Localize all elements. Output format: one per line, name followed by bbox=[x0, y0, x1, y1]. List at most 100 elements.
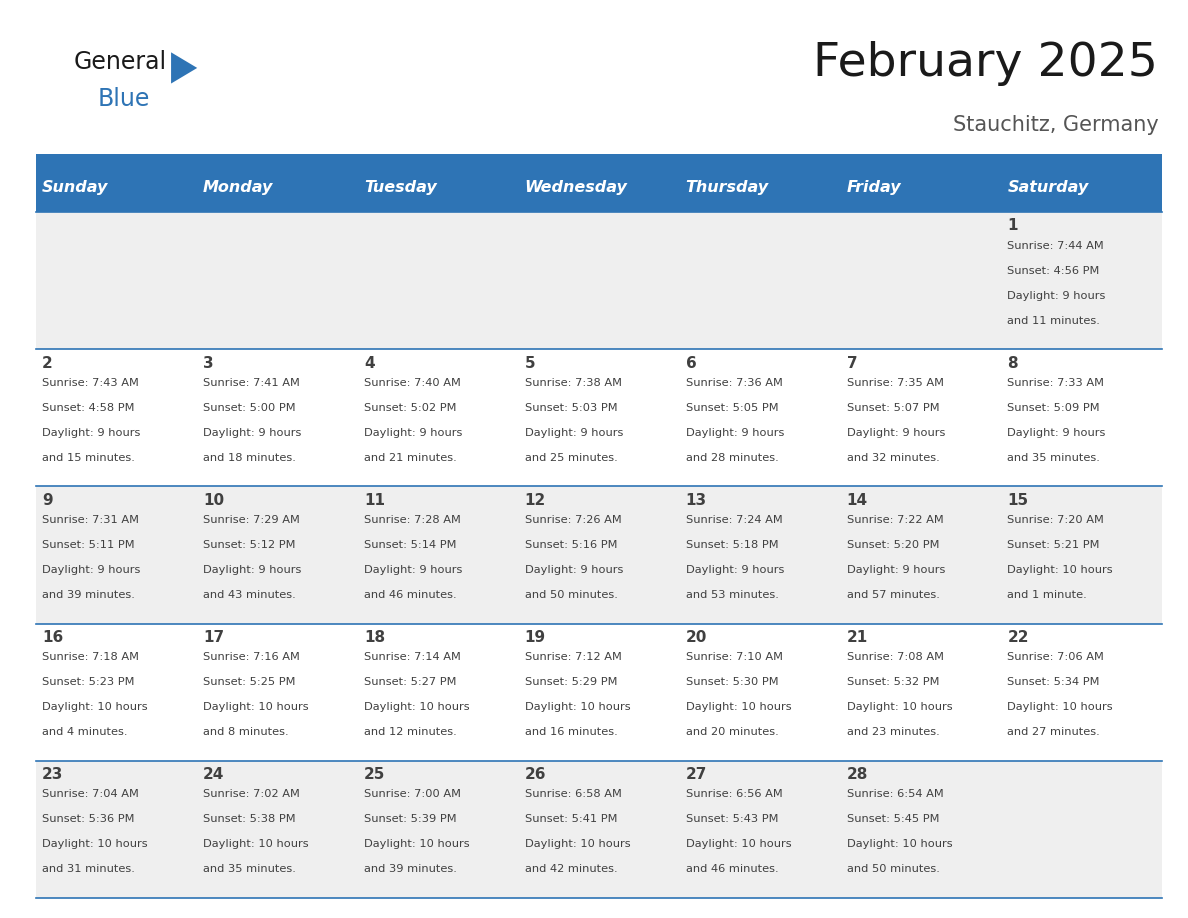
Bar bbox=[358, 163, 518, 212]
Text: and 39 minutes.: and 39 minutes. bbox=[364, 864, 456, 874]
Text: Sunset: 5:36 PM: Sunset: 5:36 PM bbox=[42, 814, 134, 824]
Text: 16: 16 bbox=[42, 630, 63, 645]
Bar bbox=[680, 163, 840, 212]
Text: Sunrise: 7:43 AM: Sunrise: 7:43 AM bbox=[42, 377, 139, 387]
Bar bbox=[36, 212, 1162, 349]
Bar bbox=[196, 163, 358, 212]
Text: Daylight: 10 hours: Daylight: 10 hours bbox=[364, 839, 469, 849]
Text: Sunrise: 7:40 AM: Sunrise: 7:40 AM bbox=[364, 377, 461, 387]
Text: 20: 20 bbox=[685, 630, 707, 645]
Text: 21: 21 bbox=[847, 630, 867, 645]
Text: 28: 28 bbox=[847, 767, 868, 782]
Text: Sunset: 5:09 PM: Sunset: 5:09 PM bbox=[1007, 403, 1100, 413]
Text: Stauchitz, Germany: Stauchitz, Germany bbox=[953, 115, 1158, 135]
Text: Sunset: 5:00 PM: Sunset: 5:00 PM bbox=[203, 403, 296, 413]
Text: Daylight: 10 hours: Daylight: 10 hours bbox=[685, 702, 791, 712]
Text: Sunrise: 7:29 AM: Sunrise: 7:29 AM bbox=[203, 515, 299, 525]
Text: Sunrise: 6:56 AM: Sunrise: 6:56 AM bbox=[685, 789, 783, 799]
Text: 17: 17 bbox=[203, 630, 225, 645]
Text: 3: 3 bbox=[203, 355, 214, 371]
Text: and 32 minutes.: and 32 minutes. bbox=[847, 453, 940, 463]
Text: 2: 2 bbox=[42, 355, 52, 371]
Text: Sunrise: 6:58 AM: Sunrise: 6:58 AM bbox=[525, 789, 621, 799]
Text: and 53 minutes.: and 53 minutes. bbox=[685, 589, 778, 599]
Text: and 28 minutes.: and 28 minutes. bbox=[685, 453, 778, 463]
Text: and 42 minutes.: and 42 minutes. bbox=[525, 864, 618, 874]
Text: and 8 minutes.: and 8 minutes. bbox=[203, 727, 289, 737]
Text: Blue: Blue bbox=[97, 87, 150, 111]
Text: and 46 minutes.: and 46 minutes. bbox=[685, 864, 778, 874]
Text: and 15 minutes.: and 15 minutes. bbox=[42, 453, 135, 463]
Text: Sunrise: 7:31 AM: Sunrise: 7:31 AM bbox=[42, 515, 139, 525]
Text: 27: 27 bbox=[685, 767, 707, 782]
Text: and 16 minutes.: and 16 minutes. bbox=[525, 727, 618, 737]
Text: 8: 8 bbox=[1007, 355, 1018, 371]
Text: 6: 6 bbox=[685, 355, 696, 371]
Text: and 12 minutes.: and 12 minutes. bbox=[364, 727, 456, 737]
Text: and 50 minutes.: and 50 minutes. bbox=[525, 589, 618, 599]
Text: and 50 minutes.: and 50 minutes. bbox=[847, 864, 940, 874]
Text: Sunset: 5:38 PM: Sunset: 5:38 PM bbox=[203, 814, 296, 824]
Text: Daylight: 9 hours: Daylight: 9 hours bbox=[203, 428, 302, 438]
Text: Sunset: 5:11 PM: Sunset: 5:11 PM bbox=[42, 540, 134, 550]
Text: Daylight: 10 hours: Daylight: 10 hours bbox=[364, 702, 469, 712]
Text: Sunset: 5:25 PM: Sunset: 5:25 PM bbox=[203, 677, 296, 687]
Text: Sunrise: 7:12 AM: Sunrise: 7:12 AM bbox=[525, 652, 621, 662]
Text: Sunrise: 7:16 AM: Sunrise: 7:16 AM bbox=[203, 652, 299, 662]
Text: 1: 1 bbox=[1007, 218, 1018, 233]
Bar bbox=[36, 163, 196, 212]
Text: and 11 minutes.: and 11 minutes. bbox=[1007, 316, 1100, 326]
Text: Sunset: 5:03 PM: Sunset: 5:03 PM bbox=[525, 403, 618, 413]
Text: Sunset: 5:41 PM: Sunset: 5:41 PM bbox=[525, 814, 618, 824]
Text: and 1 minute.: and 1 minute. bbox=[1007, 589, 1087, 599]
Text: Sunrise: 7:02 AM: Sunrise: 7:02 AM bbox=[203, 789, 299, 799]
Text: and 35 minutes.: and 35 minutes. bbox=[1007, 453, 1100, 463]
Text: Daylight: 10 hours: Daylight: 10 hours bbox=[42, 702, 147, 712]
Text: and 39 minutes.: and 39 minutes. bbox=[42, 589, 135, 599]
Text: 9: 9 bbox=[42, 493, 52, 508]
Text: February 2025: February 2025 bbox=[814, 41, 1158, 86]
Text: and 4 minutes.: and 4 minutes. bbox=[42, 727, 127, 737]
Text: and 27 minutes.: and 27 minutes. bbox=[1007, 727, 1100, 737]
Text: 10: 10 bbox=[203, 493, 225, 508]
Text: 4: 4 bbox=[364, 355, 374, 371]
Text: 14: 14 bbox=[847, 493, 867, 508]
Text: Sunset: 5:14 PM: Sunset: 5:14 PM bbox=[364, 540, 456, 550]
Text: Daylight: 10 hours: Daylight: 10 hours bbox=[525, 839, 631, 849]
Text: Daylight: 10 hours: Daylight: 10 hours bbox=[1007, 565, 1113, 575]
Polygon shape bbox=[171, 52, 197, 84]
Text: Sunrise: 7:36 AM: Sunrise: 7:36 AM bbox=[685, 377, 783, 387]
Text: Daylight: 9 hours: Daylight: 9 hours bbox=[42, 428, 140, 438]
Text: and 35 minutes.: and 35 minutes. bbox=[203, 864, 296, 874]
Text: Sunset: 5:30 PM: Sunset: 5:30 PM bbox=[685, 677, 778, 687]
Text: Sunrise: 7:08 AM: Sunrise: 7:08 AM bbox=[847, 652, 943, 662]
Bar bbox=[36, 154, 1162, 163]
Text: Daylight: 10 hours: Daylight: 10 hours bbox=[203, 702, 309, 712]
Text: Daylight: 10 hours: Daylight: 10 hours bbox=[685, 839, 791, 849]
Text: Sunrise: 7:24 AM: Sunrise: 7:24 AM bbox=[685, 515, 783, 525]
Text: 7: 7 bbox=[847, 355, 858, 371]
Text: Daylight: 9 hours: Daylight: 9 hours bbox=[685, 565, 784, 575]
Text: Sunrise: 7:22 AM: Sunrise: 7:22 AM bbox=[847, 515, 943, 525]
Text: Sunrise: 7:06 AM: Sunrise: 7:06 AM bbox=[1007, 652, 1105, 662]
Text: Sunset: 5:07 PM: Sunset: 5:07 PM bbox=[847, 403, 940, 413]
Text: Sunset: 5:34 PM: Sunset: 5:34 PM bbox=[1007, 677, 1100, 687]
Text: Sunset: 5:39 PM: Sunset: 5:39 PM bbox=[364, 814, 456, 824]
Text: and 18 minutes.: and 18 minutes. bbox=[203, 453, 296, 463]
Text: Sunset: 5:23 PM: Sunset: 5:23 PM bbox=[42, 677, 134, 687]
Text: and 25 minutes.: and 25 minutes. bbox=[525, 453, 618, 463]
Text: Sunset: 5:45 PM: Sunset: 5:45 PM bbox=[847, 814, 939, 824]
Text: 19: 19 bbox=[525, 630, 545, 645]
Text: and 23 minutes.: and 23 minutes. bbox=[847, 727, 940, 737]
Bar bbox=[1001, 163, 1162, 212]
Text: Thursday: Thursday bbox=[685, 180, 769, 196]
Text: Daylight: 10 hours: Daylight: 10 hours bbox=[847, 839, 952, 849]
Text: Daylight: 9 hours: Daylight: 9 hours bbox=[1007, 290, 1106, 300]
Text: Saturday: Saturday bbox=[1007, 180, 1088, 196]
Text: Sunrise: 7:18 AM: Sunrise: 7:18 AM bbox=[42, 652, 139, 662]
Bar bbox=[36, 623, 1162, 761]
Text: Sunrise: 7:38 AM: Sunrise: 7:38 AM bbox=[525, 377, 621, 387]
Text: Monday: Monday bbox=[203, 180, 273, 196]
Text: 24: 24 bbox=[203, 767, 225, 782]
Text: Sunday: Sunday bbox=[42, 180, 108, 196]
